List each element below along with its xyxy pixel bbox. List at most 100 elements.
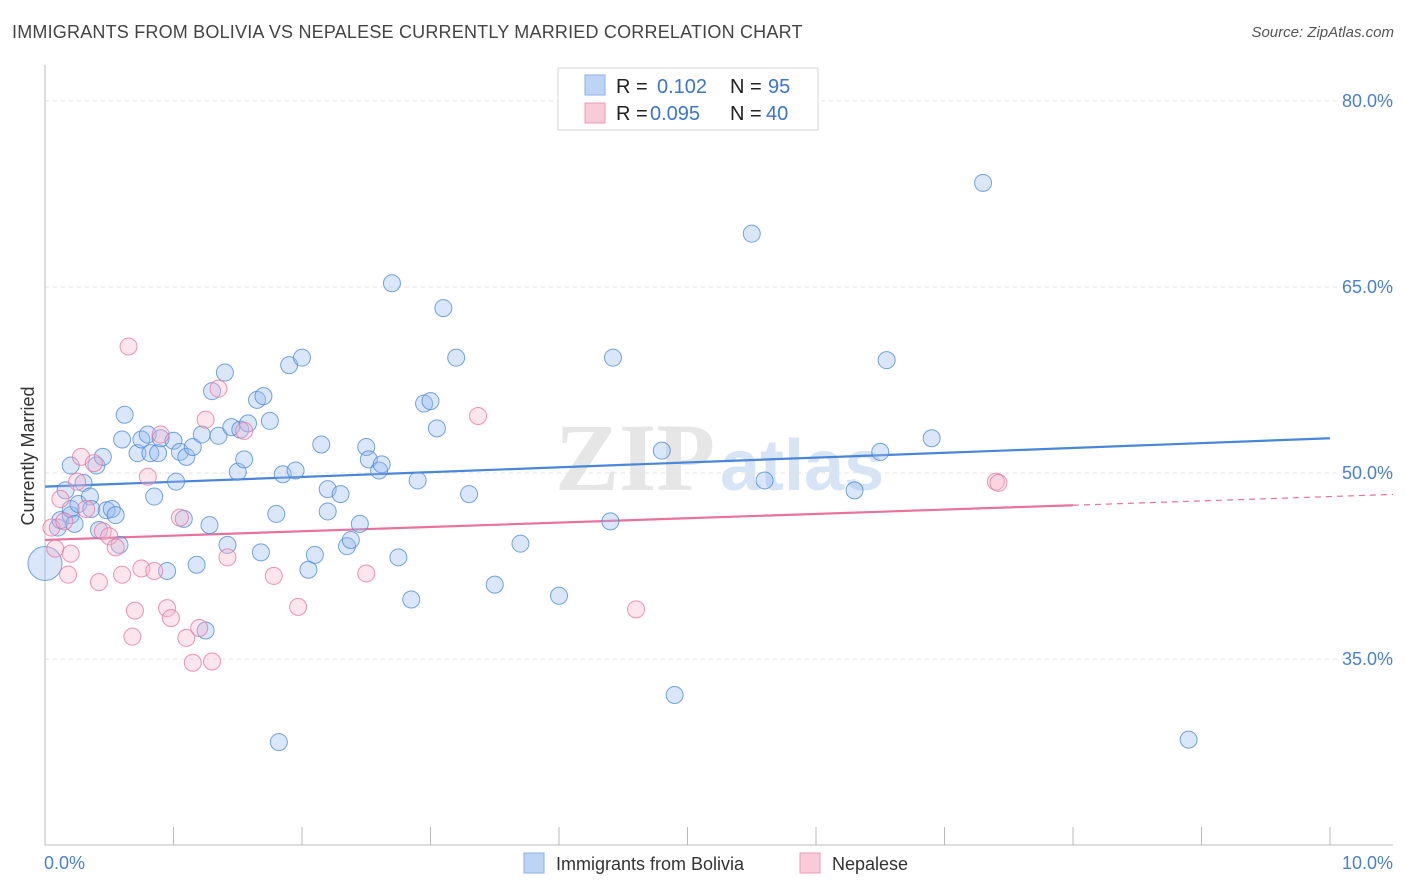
point-1-2 <box>51 490 70 509</box>
point-1-13 <box>106 538 125 557</box>
point-0-52 <box>267 504 286 523</box>
point-0-17 <box>106 506 125 525</box>
legend-n-value-nepalese: 40 <box>766 103 788 125</box>
point-1-36 <box>469 406 488 425</box>
point-0-80 <box>460 485 479 504</box>
point-0-81 <box>485 575 504 594</box>
point-1-19 <box>138 467 157 486</box>
point-0-42 <box>218 535 237 554</box>
legend-r-label-nepalese: R = <box>616 103 648 125</box>
point-0-53 <box>269 733 288 752</box>
y-tick-label-2: 65.0% <box>1342 277 1393 297</box>
point-1-39 <box>989 473 1008 492</box>
point-1-9 <box>84 454 103 473</box>
point-1-29 <box>203 652 222 671</box>
legend-n-label-nepalese: N = <box>730 103 762 125</box>
y-tick-label-1: 50.0% <box>1342 463 1393 483</box>
chart-title: IMMIGRANTS FROM BOLIVIA VS NEPALESE CURR… <box>12 22 803 42</box>
point-0-63 <box>331 485 350 504</box>
legend-swatch-nepalese <box>584 102 606 124</box>
point-0-51 <box>260 411 279 430</box>
point-1-10 <box>89 573 108 592</box>
point-0-33 <box>177 447 196 466</box>
legend-n-label-bolivia: N = <box>730 76 762 98</box>
point-0-93 <box>922 429 941 448</box>
y-tick-label-0: 35.0% <box>1342 649 1393 669</box>
point-1-16 <box>123 627 142 646</box>
legend-r-value-bolivia: 0.102 <box>657 76 707 98</box>
legend-n-value-bolivia: 95 <box>768 76 790 98</box>
gridlines <box>45 100 1393 660</box>
point-0-79 <box>447 348 466 367</box>
point-0-84 <box>601 512 620 531</box>
series-0 <box>27 173 1198 752</box>
point-0-11 <box>82 499 101 518</box>
point-0-74 <box>408 471 427 490</box>
point-0-19 <box>113 430 132 449</box>
point-0-30 <box>167 472 186 491</box>
point-1-28 <box>196 410 215 429</box>
point-1-34 <box>289 597 308 616</box>
point-0-92 <box>877 351 896 370</box>
point-0-78 <box>434 299 453 318</box>
trend-lines <box>44 437 1394 542</box>
point-0-25 <box>145 487 164 506</box>
bottom-legend-swatch-nepalese <box>799 852 821 874</box>
point-0-72 <box>389 548 408 567</box>
point-1-23 <box>161 609 180 628</box>
watermark-zip: ZIP <box>555 404 715 511</box>
point-1-24 <box>170 508 189 527</box>
watermark: ZIP atlas <box>555 404 884 511</box>
watermark-atlas: atlas <box>720 426 884 506</box>
y-tick-label-3: 80.0% <box>1342 91 1393 111</box>
point-0-36 <box>192 425 211 444</box>
point-0-62 <box>318 502 337 521</box>
point-1-6 <box>68 472 87 491</box>
bottom-legend-label-nepalese: Nepalese <box>832 854 908 874</box>
point-0-86 <box>652 441 671 460</box>
bottom-legend-label-bolivia: Immigrants from Bolivia <box>556 854 745 874</box>
point-1-37 <box>627 600 646 619</box>
point-1-14 <box>113 565 132 584</box>
point-0-90 <box>845 481 864 500</box>
point-0-91 <box>871 442 890 461</box>
point-0-76 <box>421 392 440 411</box>
point-1-32 <box>235 421 254 440</box>
bottom-legend: Immigrants from Bolivia Nepalese <box>523 852 908 874</box>
point-0-89 <box>755 471 774 490</box>
point-1-15 <box>119 337 138 356</box>
point-1-33 <box>264 566 283 585</box>
point-1-17 <box>125 601 144 620</box>
data-points <box>27 173 1198 752</box>
point-0-71 <box>382 274 401 293</box>
point-1-5 <box>61 544 80 563</box>
point-0-20 <box>115 405 134 424</box>
point-0-0 <box>27 546 63 582</box>
point-0-59 <box>305 545 324 564</box>
point-0-85 <box>603 348 622 367</box>
point-0-87 <box>665 685 684 704</box>
point-0-13 <box>93 447 112 466</box>
point-0-88 <box>742 224 761 243</box>
trend-line-1 <box>44 504 1074 542</box>
point-0-40 <box>209 426 228 445</box>
point-0-49 <box>251 543 270 562</box>
point-1-12 <box>100 527 119 546</box>
point-0-24 <box>141 444 160 463</box>
point-0-65 <box>341 530 360 549</box>
legend-swatch-bolivia <box>584 74 606 96</box>
series-1 <box>42 337 1008 672</box>
point-0-77 <box>427 419 446 438</box>
point-1-4 <box>59 565 78 584</box>
point-0-56 <box>286 461 305 480</box>
point-0-21 <box>128 444 147 463</box>
point-0-28 <box>158 561 177 580</box>
point-0-38 <box>200 516 219 535</box>
point-0-57 <box>293 348 311 367</box>
point-1-22 <box>158 599 177 618</box>
point-1-30 <box>209 379 228 398</box>
point-0-50 <box>254 387 273 406</box>
point-1-21 <box>151 425 170 444</box>
point-0-26 <box>149 444 168 463</box>
